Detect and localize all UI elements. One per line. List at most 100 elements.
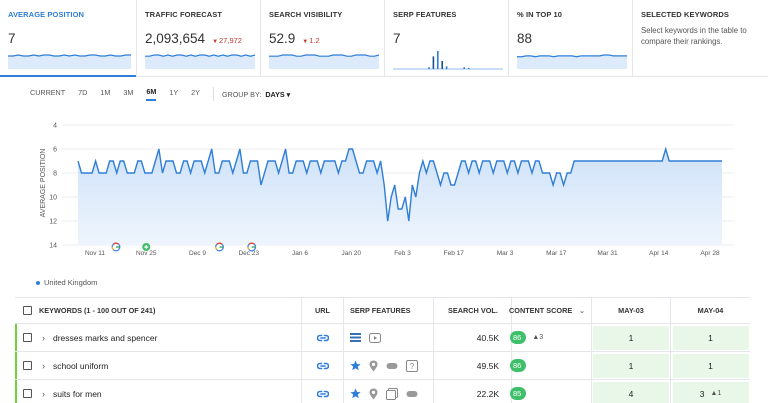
url-cell (302, 324, 344, 351)
row-status-bar (15, 352, 17, 379)
range-3m[interactable]: 3M (123, 88, 134, 97)
metric-card-selected-keywords: SELECTED KEYWORDS Select keywords in the… (633, 0, 768, 77)
x-tick-label: Jan 20 (341, 250, 361, 257)
sparkline (145, 54, 256, 69)
rank-trend: ▲1 (710, 390, 722, 397)
table-row[interactable]: › dresses marks and spencer 40.5K 86 ▲3 1 … (15, 324, 750, 352)
header-volume[interactable]: SEARCH VOL. (434, 298, 512, 323)
rank-value: 4 (593, 381, 669, 403)
y-tick-label: 8 (53, 171, 57, 178)
event-marker[interactable] (142, 243, 151, 251)
metric-card-traffic-forecast[interactable]: TRAFFIC FORECAST 2,093,654 ▼27,972 (137, 0, 261, 77)
x-tick-label: Mar 17 (546, 250, 567, 257)
range-6m[interactable]: 6M (146, 87, 157, 101)
divider (212, 87, 214, 101)
legend-dot (36, 280, 40, 285)
metric-card-top-10[interactable]: % IN TOP 10 88 (509, 0, 633, 77)
timeline-selector: CURRENT 7D 1M 3M 6M 1Y 2Y GROUP BY: DAYS… (30, 87, 290, 101)
content-score-badge[interactable]: 86 (510, 331, 527, 344)
spark-area (269, 55, 379, 69)
metric-delta: ▼27,972 (212, 36, 242, 45)
header-date-1[interactable]: MAY-03 (592, 298, 671, 323)
date-1-cell: 1 (592, 324, 671, 351)
metric-title: SELECTED KEYWORDS (641, 10, 729, 19)
keyword-text[interactable]: suits for men (53, 388, 102, 399)
spark-bar (437, 51, 439, 69)
content-score-cell: 86 ▲3 (510, 324, 592, 351)
svg-text:?: ? (410, 362, 415, 371)
header-keywords: KEYWORDS (1 - 100 OUT OF 241) (15, 298, 302, 323)
y-tick-label: 4 (53, 123, 57, 130)
metric-value: 88 (517, 31, 533, 46)
range-1y[interactable]: 1Y (169, 88, 179, 97)
spark-area (517, 55, 627, 69)
x-tick-label: Jan 6 (292, 250, 308, 257)
header-date-2[interactable]: MAY-04 (697, 306, 724, 315)
score-trend: ▲3 (532, 334, 544, 341)
header-serp[interactable]: SERP FEATURES (344, 298, 434, 323)
star-icon (350, 360, 361, 371)
range-7d[interactable]: 7D (78, 88, 88, 97)
content-score-cell: 86 (510, 352, 592, 379)
keyword-cell: › school uniform (15, 352, 302, 379)
google-update-marker[interactable] (247, 242, 257, 252)
spark-line (145, 54, 256, 57)
x-tick-label: Feb 3 (394, 250, 411, 257)
keyword-text[interactable]: dresses marks and spencer (53, 332, 158, 343)
google-update-marker[interactable] (111, 242, 121, 252)
list-icon (350, 333, 361, 342)
metric-delta: ▼1.2 (302, 36, 320, 45)
y-tick-label: 6 (53, 147, 57, 154)
y-tick-label: 14 (49, 243, 57, 250)
table-row[interactable]: › suits for men 22.2K 85 4 3 ▲1 (15, 380, 750, 403)
pin-icon (369, 360, 378, 372)
x-tick-label: Apr 28 (700, 250, 720, 257)
metric-card-search-visibility[interactable]: SEARCH VISIBILITY 52.9 ▼1.2 (261, 0, 385, 77)
video-icon (369, 332, 381, 343)
date-1-cell: 4 (592, 380, 671, 403)
url-cell (302, 352, 344, 379)
spark-bar (467, 68, 470, 69)
range-1m[interactable]: 1M (100, 88, 111, 97)
chart-legend[interactable]: United Kingdom (36, 278, 97, 287)
link-icon[interactable] (316, 334, 329, 342)
row-checkbox[interactable] (23, 389, 32, 398)
volume-cell: 40.5K (434, 324, 512, 351)
content-score-badge[interactable]: 85 (510, 387, 527, 400)
range-current[interactable]: CURRENT (30, 88, 66, 97)
spark-line (8, 54, 131, 57)
metric-note: Select keywords in the table to compare … (641, 26, 747, 46)
row-status-bar (15, 324, 17, 351)
link-icon[interactable] (316, 390, 329, 398)
table-row[interactable]: › school uniform ? 49.5K 86 1 1 (15, 352, 750, 380)
metric-title: SERP FEATURES (393, 10, 457, 19)
chevron-right-icon[interactable]: › (42, 332, 45, 343)
row-checkbox[interactable] (23, 333, 32, 342)
metric-card-average-position[interactable]: AVERAGE POSITION 7 (0, 0, 137, 77)
series-line[interactable] (77, 146, 722, 222)
group-by-dropdown[interactable]: DAYS ▾ (265, 89, 291, 99)
chevron-right-icon[interactable]: › (42, 360, 45, 371)
arrow-up-icon: ▲ (532, 334, 540, 341)
metric-card-serp-features[interactable]: SERP FEATURES 7 (385, 0, 509, 77)
spark-area (145, 55, 255, 69)
x-tick-label: Apr 14 (649, 250, 669, 257)
metric-title: SEARCH VISIBILITY (269, 10, 343, 19)
select-all-checkbox[interactable] (23, 306, 32, 315)
date-1-cell: 1 (592, 352, 671, 379)
volume-cell: 49.5K (434, 352, 512, 379)
header-content-score[interactable]: CONTENT SCORE ⌄ (509, 298, 592, 323)
content-score-badge[interactable]: 86 (510, 359, 527, 372)
google-update-marker[interactable] (215, 242, 224, 252)
row-checkbox[interactable] (23, 361, 32, 370)
x-tick-label: Dec 23 (238, 250, 259, 257)
link-icon (386, 362, 398, 370)
header-url[interactable]: URL (302, 298, 344, 323)
range-2y[interactable]: 2Y (191, 88, 200, 97)
link-icon[interactable] (316, 362, 329, 370)
chevron-right-icon[interactable]: › (42, 388, 45, 399)
rank-value: 1 (593, 325, 669, 350)
spark-bar (441, 60, 443, 69)
x-tick-label: Dec 9 (189, 250, 206, 257)
keyword-text[interactable]: school uniform (53, 360, 109, 371)
